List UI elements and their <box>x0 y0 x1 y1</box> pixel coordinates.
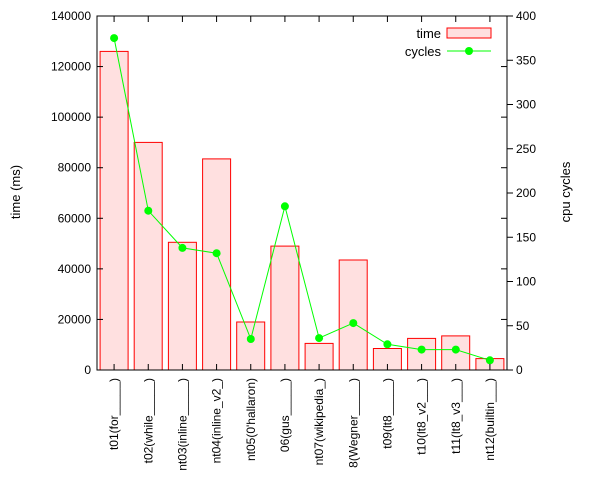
x-tick-label: t01(for_____) <box>107 378 121 450</box>
cycles-point <box>417 345 426 354</box>
cycles-point <box>280 202 289 211</box>
y-tick-label: 20000 <box>58 312 92 326</box>
legend: time cycles <box>405 26 492 59</box>
time-bar <box>167 241 197 371</box>
y2-tick-label: 350 <box>516 53 536 67</box>
cycles-point <box>110 34 119 43</box>
x-tick-label: t02(while_____) <box>141 378 155 463</box>
y2-tick-label: 400 <box>516 9 536 23</box>
y2-tick-label: 0 <box>516 363 523 377</box>
legend-label-cycles: cycles <box>405 44 442 59</box>
y2-tick-label: 150 <box>516 230 536 244</box>
x-tick-label: nt12(builtin___) <box>483 378 497 461</box>
y-tick-label: 100000 <box>51 110 91 124</box>
x-tick-label: 8(Wegner_____) <box>346 378 360 468</box>
cycles-series <box>110 34 494 365</box>
y-axis-title: time (ms) <box>8 165 23 219</box>
y2-axis-title: cpu cycles <box>558 161 573 222</box>
y-tick-label: 40000 <box>58 262 92 276</box>
y2-tick-label: 250 <box>516 142 536 156</box>
x-tick-label: nt04(inline_v2_) <box>210 378 224 463</box>
cycles-point <box>485 356 494 365</box>
y2-tick-label: 50 <box>516 319 530 333</box>
cycles-point <box>315 334 324 343</box>
x-tick-label: nt07(wikipedia_) <box>312 378 326 465</box>
cycles-point <box>212 249 221 258</box>
y-tick-label: 0 <box>84 363 91 377</box>
x-tick-label: nt03(inline_____) <box>175 378 189 471</box>
time-bar <box>270 245 300 371</box>
legend-marker-cycles <box>465 47 473 55</box>
time-bars <box>99 50 505 371</box>
legend-swatch-time <box>446 27 492 39</box>
time-bar <box>338 259 368 371</box>
cycles-point <box>246 335 255 343</box>
y2-tick-label: 300 <box>516 98 536 112</box>
legend-label-time: time <box>416 26 441 41</box>
time-bar <box>99 50 129 371</box>
time-bar <box>202 158 232 371</box>
y-tick-label: 140000 <box>51 9 91 23</box>
cycles-point <box>383 340 392 349</box>
x-tick-label: t11(lt8_v3___) <box>449 378 463 454</box>
x-tick-label: t09(lt8_____) <box>380 378 394 449</box>
x-tick-label: 06(gus_____) <box>278 378 292 452</box>
cycles-line <box>113 38 491 361</box>
y2-tick-label: 200 <box>516 186 536 200</box>
x-tick-label: t10(lt8_v2___) <box>415 378 429 455</box>
y-tick-label: 60000 <box>58 211 92 225</box>
cycles-point <box>349 319 358 328</box>
cycles-point <box>144 206 153 215</box>
cycles-point <box>178 243 187 252</box>
y-tick-label: 120000 <box>51 60 91 74</box>
axes <box>96 15 513 371</box>
tick-labels: 0 20000 40000 60000 80000 100000 120000 140000 0… <box>51 9 536 471</box>
y2-tick-label: 100 <box>516 275 536 289</box>
time-bar <box>236 321 266 371</box>
cycles-point <box>451 345 460 354</box>
y-tick-label: 80000 <box>58 161 92 175</box>
time-bar <box>133 141 163 371</box>
x-tick-label: nt05(0'hallaron) <box>244 378 258 461</box>
